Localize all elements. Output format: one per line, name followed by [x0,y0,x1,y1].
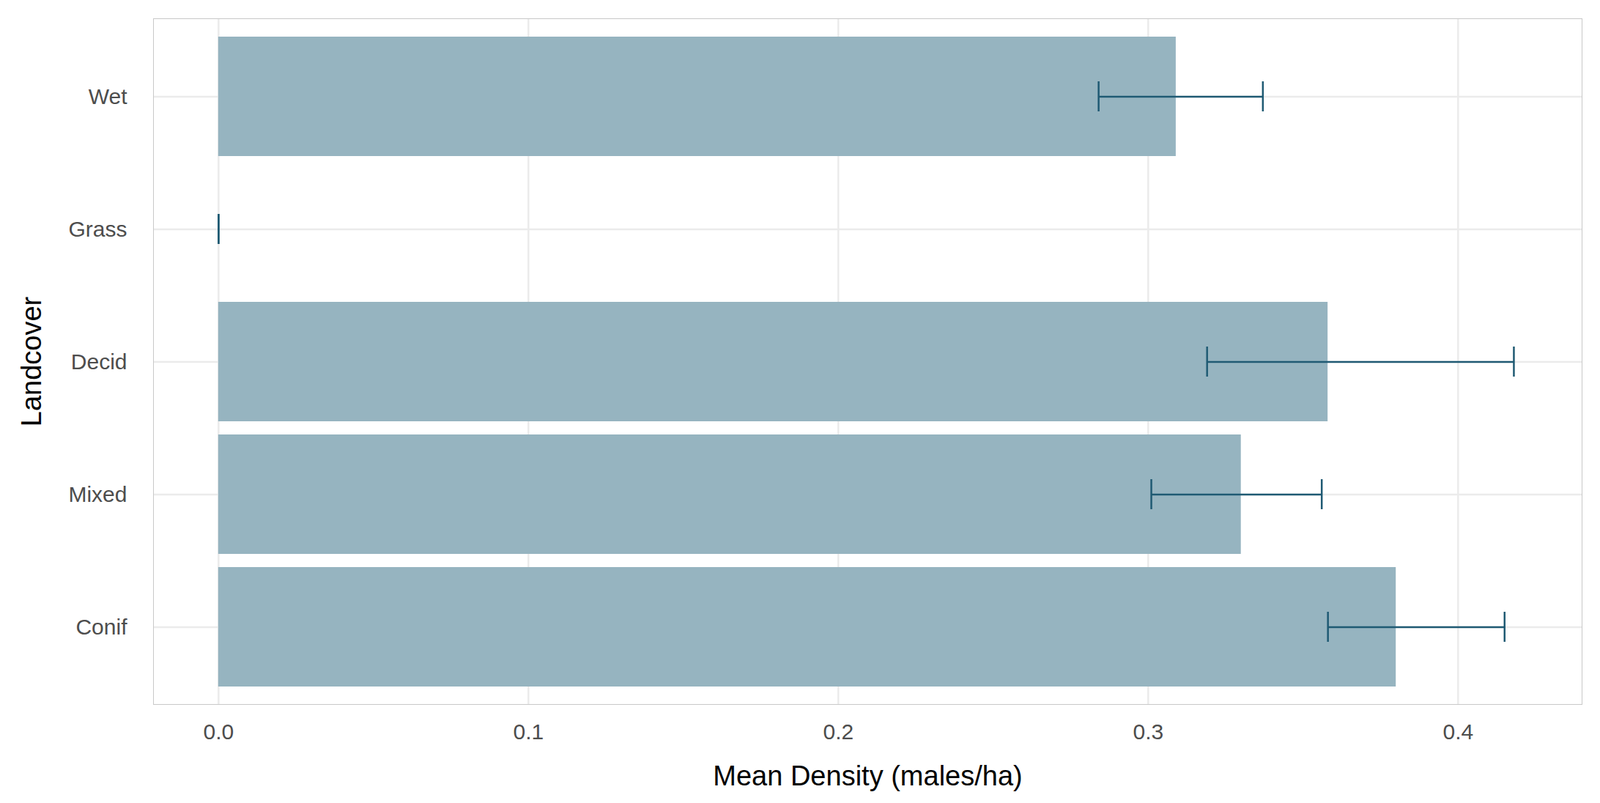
svg-text:0.2: 0.2 [822,719,854,744]
svg-text:0.0: 0.0 [202,719,234,744]
svg-text:Wet: Wet [88,84,128,109]
svg-text:Mixed: Mixed [68,482,127,507]
svg-text:0.1: 0.1 [512,719,544,744]
svg-text:0.3: 0.3 [1132,719,1164,744]
svg-text:Mean Density (males/ha): Mean Density (males/ha) [712,760,1022,792]
svg-text:0.4: 0.4 [1442,719,1474,744]
svg-text:Decid: Decid [71,349,128,374]
svg-text:Conif: Conif [75,614,128,639]
svg-text:Landcover: Landcover [16,295,47,427]
svg-text:Grass: Grass [68,216,127,242]
